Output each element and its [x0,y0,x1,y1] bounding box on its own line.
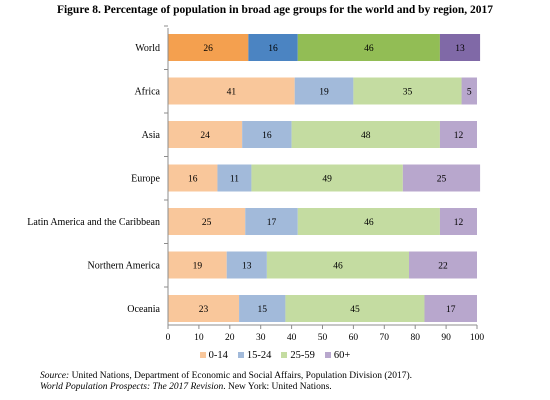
data-label-europe-60: 25 [437,175,447,185]
legend-item-25-59: 25-59 [281,350,315,361]
bar-northern-america-25-59 [266,251,410,279]
bar-europe-25-59 [251,164,403,192]
legend-item-0-14: 0-14 [199,350,228,361]
legend-item-60-: 60+ [324,350,351,361]
data-label-asia-25-59: 48 [361,131,371,141]
data-label-world-15-24: 16 [268,44,278,54]
bar-asia-0-14 [168,121,243,148]
legend-swatch [281,352,288,358]
x-tick-label-90: 90 [441,333,451,343]
bar-world-25-59 [297,34,440,61]
x-tick-label-50: 50 [318,333,328,343]
x-tick-label-20: 20 [225,333,235,343]
bar-africa-15-24 [294,77,354,105]
legend-swatch [199,352,206,358]
source-line-2: World Population Prospects: The 2017 Rev… [40,382,412,393]
x-tick-label-80: 80 [410,333,420,343]
data-label-latin-america-and-the-caribbean-0-14: 25 [202,218,212,228]
legend-item-15-24: 15-24 [237,350,272,361]
data-label-asia-60: 12 [454,131,464,141]
bar-latin-america-and-the-caribbean-0-14 [168,208,246,235]
bar-europe-15-24 [217,164,252,192]
source-publication: World Population Prospects: The 2017 Rev… [40,382,224,392]
source-line-1: Source: United Nations, Department of Ec… [40,371,412,382]
category-label-world: World [135,43,160,54]
chart-legend: 0-14 15-24 25-59 60+ [0,350,550,361]
x-tick-label-0: 0 [166,333,171,343]
bar-europe-0-14 [168,164,218,192]
legend-swatch [324,352,331,358]
data-label-europe-15-24: 11 [230,175,239,185]
x-tick-label-10: 10 [194,333,204,343]
data-label-latin-america-and-the-caribbean-60: 12 [454,218,464,228]
x-tick-label-30: 30 [256,333,266,343]
bar-asia-60 [439,121,477,148]
data-label-oceania-0-14: 23 [199,305,209,315]
data-label-world-60: 13 [455,44,465,54]
bar-asia-25-59 [291,121,440,148]
x-tick-label-40: 40 [287,333,297,343]
data-label-africa-25-59: 35 [403,88,413,98]
data-label-latin-america-and-the-caribbean-25-59: 46 [364,218,374,228]
data-label-africa-15-24: 19 [319,88,329,98]
bar-oceania-15-24 [239,295,286,322]
bar-oceania-60 [424,295,477,322]
data-label-oceania-25-59: 45 [350,305,360,315]
bar-asia-15-24 [242,121,292,148]
category-label-africa: Africa [134,87,160,98]
data-label-latin-america-and-the-caribbean-15-24: 17 [267,218,277,228]
data-label-asia-0-14: 24 [200,131,210,141]
category-label-asia: Asia [142,130,161,141]
figure-title: Figure 8. Percentage of population in br… [56,4,494,16]
data-label-northern-america-60: 22 [438,262,448,272]
data-label-asia-15-24: 16 [262,131,272,141]
bar-northern-america-0-14 [168,251,227,279]
x-tick-label-100: 100 [470,333,485,343]
x-tick-label-70: 70 [380,333,390,343]
bar-africa-0-14 [168,77,295,105]
stacked-bar-chart: 26 16 46 13 World 41 19 35 5 Africa 24 16 48 12 Asia 16… [27,25,485,343]
category-label-oceania: Oceania [127,304,160,315]
bar-oceania-0-14 [168,295,240,322]
category-label-europe: Europe [131,174,160,185]
category-label-northern-america: Northern America [88,261,161,272]
data-label-europe-25-59: 49 [322,175,332,185]
bar-world-0-14 [168,34,249,61]
legend-label: 15-24 [246,350,272,361]
data-label-oceania-60: 17 [446,305,456,315]
category-label-latin-america-and-the-caribbean: Latin America and the Caribbean [27,217,160,228]
legend-label: 0-14 [208,350,228,361]
legend-label: 60+ [333,350,351,361]
data-label-world-0-14: 26 [203,44,213,54]
source-note: Source: United Nations, Department of Ec… [40,371,412,393]
bar-northern-america-15-24 [226,251,267,279]
x-tick-label-60: 60 [349,333,359,343]
data-label-africa-0-14: 41 [227,88,237,98]
bar-europe-60 [402,164,481,192]
data-label-northern-america-25-59: 46 [333,262,343,272]
legend-swatch [237,352,244,358]
source-label: Source: [40,371,70,381]
bar-latin-america-and-the-caribbean-15-24 [245,208,298,235]
data-label-oceania-15-24: 15 [257,305,267,315]
data-label-northern-america-0-14: 19 [193,262,203,272]
source-text: United Nations, Department of Economic a… [69,371,413,381]
data-label-northern-america-15-24: 13 [242,262,252,272]
source-publisher: . New York: United Nations. [223,382,332,392]
bar-northern-america-60 [409,251,477,279]
data-label-europe-0-14: 16 [188,175,198,185]
bar-africa-60 [461,77,477,105]
bar-world-15-24 [248,34,298,61]
data-label-world-25-59: 46 [364,44,374,54]
bar-world-60 [439,34,481,61]
data-label-africa-60: 5 [467,88,472,98]
legend-label: 25-59 [290,350,315,361]
bar-latin-america-and-the-caribbean-60 [439,208,477,235]
bar-oceania-25-59 [285,295,425,322]
bar-africa-25-59 [353,77,462,105]
bar-latin-america-and-the-caribbean-25-59 [297,208,440,235]
